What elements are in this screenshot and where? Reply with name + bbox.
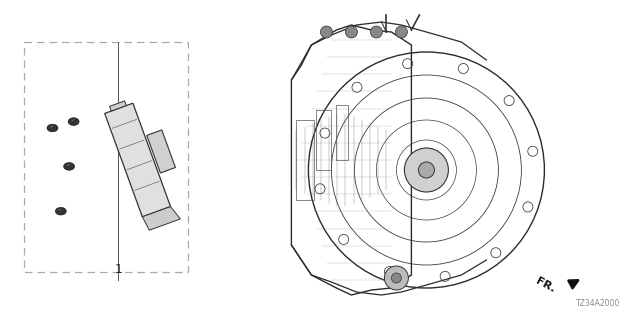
Text: FR.: FR. <box>534 276 557 294</box>
Polygon shape <box>142 206 180 230</box>
Polygon shape <box>55 207 67 215</box>
Polygon shape <box>109 101 126 111</box>
Text: 1: 1 <box>115 263 122 276</box>
Bar <box>337 105 348 160</box>
Polygon shape <box>68 118 79 125</box>
Polygon shape <box>47 124 58 132</box>
Bar <box>24 42 188 272</box>
Polygon shape <box>147 130 175 173</box>
Bar <box>296 120 314 200</box>
Circle shape <box>346 26 357 38</box>
Circle shape <box>371 26 383 38</box>
Circle shape <box>385 266 408 290</box>
Circle shape <box>392 273 401 283</box>
Bar <box>316 110 332 170</box>
Polygon shape <box>63 163 75 170</box>
Circle shape <box>419 162 435 178</box>
Circle shape <box>404 148 449 192</box>
Text: TZ34A2000: TZ34A2000 <box>576 299 620 308</box>
Circle shape <box>396 26 408 38</box>
Polygon shape <box>105 103 170 217</box>
Circle shape <box>321 26 332 38</box>
